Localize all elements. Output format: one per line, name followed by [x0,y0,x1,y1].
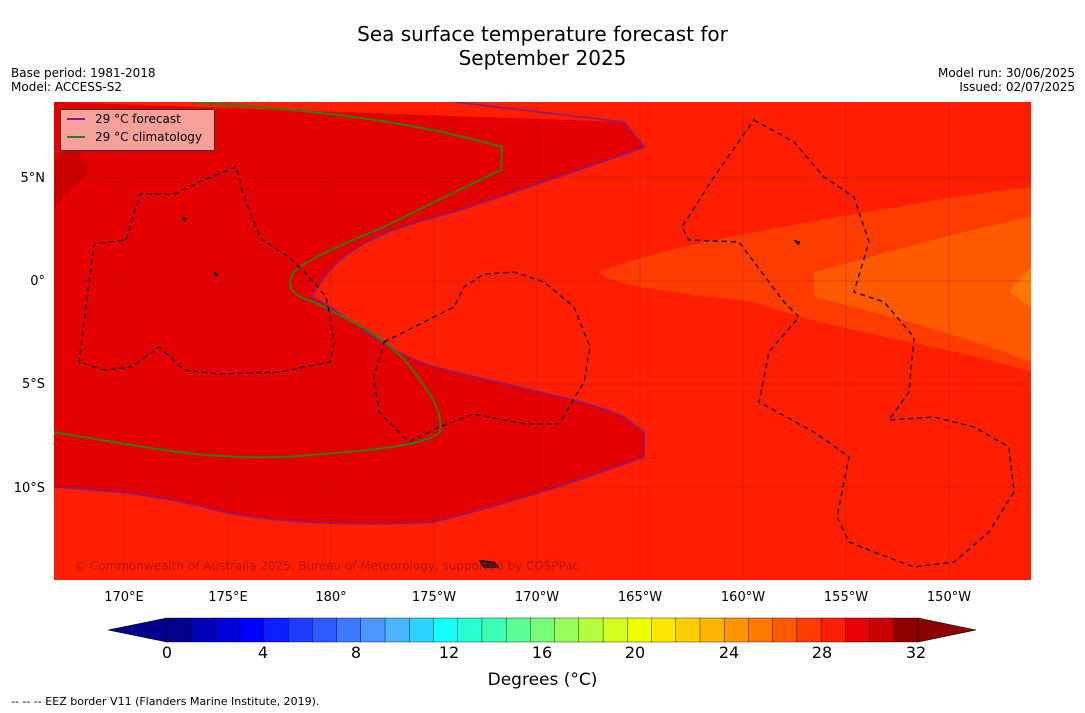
islands [181,216,801,569]
colorbar-extend-high [917,617,977,643]
colorbar-tick-32: 32 [905,643,927,662]
colorbar-swatch [287,617,313,643]
climatology-29c-contour [54,102,504,459]
colorbar-swatch [627,617,653,643]
lon-label-175w: 175°W [411,590,457,605]
colorbar-swatch [239,617,265,643]
legend-climatology: 29 °C climatology [61,128,214,146]
colorbar-swatch [869,617,895,643]
chart-title: Sea surface temperature forecast for Sep… [0,22,1085,70]
colorbar-tick-8: 8 [350,643,362,662]
eez-footnote: -- -- -- EEZ border V11 (Flanders Marine… [11,695,320,708]
map-legend: 29 °C forecast 29 °C climatology [60,109,215,151]
lat-label-0: 0° [30,274,45,289]
colorbar-swatch [481,617,507,643]
colorbar-swatch [409,617,434,643]
colorbar-swatch [505,617,531,643]
legend-forecast-label: 29 °C forecast [95,112,181,126]
colorbar-swatch [845,617,871,643]
forecast-line-icon [67,118,85,120]
colorbar-tick-20: 20 [624,643,646,662]
legend-forecast: 29 °C forecast [61,110,214,128]
forecast-29c-contour [54,102,646,525]
issued-date: Issued: 02/07/2025 [959,80,1075,94]
colorbar-swatch [384,617,410,643]
lat-label-5s: 5°S [21,377,45,392]
legend-climatology-label: 29 °C climatology [95,130,203,144]
colorbar-title: Degrees (°C) [487,670,598,690]
lon-label-175e: 175°E [208,590,248,605]
colorbar-swatch [433,617,459,643]
gridlines [54,102,1031,580]
colorbar-swatch [312,617,338,643]
meta-right: Model run: 30/06/2025 Issued: 02/07/2025 [938,66,1075,94]
colorbar-swatch [191,617,216,643]
meta-left: Base period: 1981-2018 Model: ACCESS-S2 [11,66,156,94]
colorbar-tick-16: 16 [531,643,553,662]
lon-label-160w: 160°W [720,590,766,605]
model-run: Model run: 30/06/2025 [937,66,1075,80]
climatology-line-icon [67,136,85,138]
colorbar-swatch [457,617,483,643]
colorbar-swatch [166,617,192,643]
colorbar-swatch [554,617,580,643]
sst-warmer-band-east [814,217,1031,362]
colorbar-swatch [796,617,822,643]
lon-label-180: 180° [315,590,347,605]
lon-label-155w: 155°W [823,590,869,605]
colorbar-swatch [578,617,604,643]
lon-label-170w: 170°W [514,590,560,605]
lon-label-150w: 150°W [926,590,972,605]
colorbar-swatch [772,617,798,643]
colorbar-swatch [530,617,556,643]
lat-label-5n: 5°N [20,171,46,186]
colorbar-swatch [893,617,919,643]
colorbar-swatch [215,617,241,643]
copyright-credit: © Commonwealth of Australia 2025, Bureau… [74,559,580,573]
colorbar-swatch [651,617,677,643]
lon-label-170e: 170°E [104,590,144,605]
colorbar-swatch [723,617,749,643]
colorbar-tick-12: 12 [438,643,460,662]
colorbar-tick-28: 28 [811,643,833,662]
colorbar-swatch [602,617,628,643]
colorbar-swatch [699,617,725,643]
lat-label-10s: 10°S [13,481,45,496]
colorbar-extend-low [108,617,168,643]
colorbar-tick-4: 4 [257,643,269,662]
sst-warmest-patch-east [1009,267,1031,307]
model-name: Model: ACCESS-S2 [11,80,123,94]
title-line-2: September 2025 [458,46,627,70]
colorbar-swatch [675,617,701,643]
lon-label-165w: 165°W [617,590,663,605]
colorbar [108,617,977,643]
sst-hottest-patch [54,142,89,207]
sst-map [54,102,1031,580]
colorbar-swatch [820,617,846,643]
base-period: Base period: 1981-2018 [11,66,156,80]
colorbar-tick-24: 24 [718,643,740,662]
colorbar-tick-0: 0 [161,643,173,662]
colorbar-swatch [360,617,386,643]
colorbar-swatch [263,617,289,643]
colorbar-swatch [748,617,774,643]
eez-borders [78,119,1015,568]
colorbar-swatch [336,617,362,643]
title-line-1: Sea surface temperature forecast for [357,22,728,46]
